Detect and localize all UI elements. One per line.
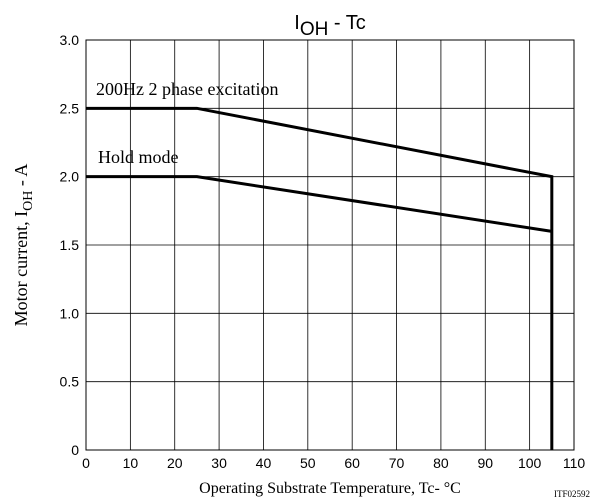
x-tick-label-6: 60 [344, 455, 360, 471]
x-tick-label-7: 70 [389, 455, 405, 471]
series-label-200hz: 200Hz 2 phase excitation [96, 79, 278, 99]
chart-title: IOH - Tc [294, 12, 365, 40]
y-tick-label-1: 0.5 [60, 374, 80, 390]
x-tick-label-8: 80 [433, 455, 449, 471]
series-group [86, 106, 554, 450]
x-tick-label-3: 30 [211, 455, 227, 471]
plot-frame [85, 39, 575, 451]
x-tick-label-9: 90 [477, 455, 493, 471]
y-tick-label-2: 1.0 [60, 305, 80, 321]
chart-title-main: I [294, 12, 300, 34]
y-axis-label: Motor current, IOH - A [11, 164, 36, 327]
x-tick-labels: 0 10 20 30 40 50 60 70 80 90 100 110 [82, 455, 585, 471]
x-tick-label-5: 50 [300, 455, 316, 471]
y-axis-label-main: Motor current, I [11, 211, 31, 326]
x-tick-label-2: 20 [167, 455, 183, 471]
figure-code: ITF02592 [554, 489, 590, 499]
chart-title-rest: - Tc [328, 12, 365, 34]
y-axis-label-sub: OH [21, 191, 36, 211]
y-tick-label-4: 2.0 [60, 169, 80, 185]
y-tick-labels: 0 0.5 1.0 1.5 2.0 2.5 3.0 [60, 32, 80, 458]
x-tick-label-10: 100 [518, 455, 542, 471]
chart-title-sub: OH [300, 19, 329, 40]
y-tick-label-0: 0 [71, 442, 79, 458]
series-line-0 [86, 106, 554, 450]
x-tick-label-4: 40 [256, 455, 272, 471]
y-tick-label-3: 1.5 [60, 237, 80, 253]
series-line-1 [86, 175, 553, 233]
x-axis-label: Operating Substrate Temperature, Tc- °C [199, 480, 461, 497]
x-tick-label-1: 10 [123, 455, 139, 471]
series-label-hold: Hold mode [98, 147, 179, 167]
x-tick-label-11: 110 [563, 455, 586, 471]
y-tick-label-6: 3.0 [60, 32, 80, 48]
x-tick-label-0: 0 [82, 455, 90, 471]
grid [86, 40, 574, 450]
y-axis-label-rest: - A [11, 164, 31, 191]
y-tick-label-5: 2.5 [60, 100, 80, 116]
